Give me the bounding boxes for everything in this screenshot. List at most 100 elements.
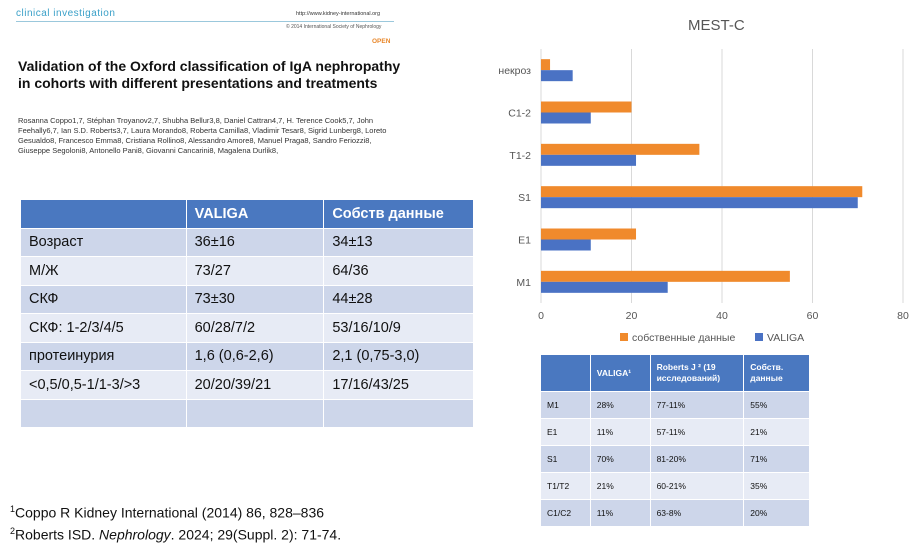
table-header-cell	[540, 354, 591, 392]
mest-c-bar-chart: 0 20 40 60 80 некроз C1-2 T1-2 S1 E1 M1 собственные…	[498, 49, 909, 344]
table-cell: 1,6 (0,6-2,6)	[185, 341, 325, 371]
bar-own-data	[541, 270, 790, 282]
table-cell: СКФ	[20, 284, 187, 314]
table-cell	[185, 398, 325, 428]
table-cell: 35%	[743, 472, 810, 500]
legend-label: собственные данные	[632, 332, 735, 344]
footnote-2: 2Roberts ISD. Nephrology. 2024; 29(Suppl…	[10, 526, 342, 543]
table-cell: 36±16	[185, 227, 325, 257]
table-cell: 2,1 (0,75-3,0)	[323, 341, 474, 371]
table-cell: 53/16/10/9	[323, 313, 474, 343]
table-row: М/Ж 73/27 64/36	[20, 256, 474, 286]
table-cell: C1/C2	[540, 499, 591, 527]
table-cell: 60/28/7/2	[185, 313, 325, 343]
table-row: S1 70% 81-20% 71%	[540, 445, 810, 473]
table-cell: 81-20%	[649, 445, 745, 473]
table-row: M1 28% 77-11% 55%	[540, 391, 810, 419]
table-cell	[323, 398, 474, 428]
table-cell: 71%	[743, 445, 810, 473]
table-cell: 63-8%	[649, 499, 745, 527]
table-row: протеинурия 1,6 (0,6-2,6) 2,1 (0,75-3,0)	[20, 341, 474, 371]
y-category-label: T1-2	[509, 150, 531, 162]
table-header-cell: Собств. данные	[743, 354, 810, 392]
bar-valiga	[541, 70, 573, 82]
table-cell: 21%	[743, 418, 810, 446]
legend-label: VALIGA	[767, 332, 804, 344]
table-cell: M1	[540, 391, 591, 419]
table-cell: 11%	[589, 418, 651, 446]
table-cell: S1	[540, 445, 591, 473]
table-cell: 44±28	[323, 284, 474, 314]
table-header-cell	[20, 199, 187, 229]
table-cell: протеинурия	[20, 341, 187, 371]
table-cell: 55%	[743, 391, 810, 419]
open-access-badge: OPEN	[372, 38, 391, 45]
table-cell: <0,5/0,5-1/1-3/>3	[20, 370, 187, 400]
y-category-label: C1-2	[508, 108, 531, 120]
table-cell: М/Ж	[20, 256, 187, 286]
table-cell: СКФ: 1-2/3/4/5	[20, 313, 187, 343]
table-row: E1 11% 57-11% 21%	[540, 418, 810, 446]
x-tick-label: 60	[807, 310, 819, 322]
table-row: СКФ: 1-2/3/4/5 60/28/7/2 53/16/10/9	[20, 313, 474, 343]
table-row: C1/C2 11% 63-8% 20%	[540, 499, 810, 527]
table-cell: 34±13	[323, 227, 474, 257]
x-tick-label: 40	[716, 310, 728, 322]
comparison-table: VALIGA Собств данные Возраст 36±16 34±13…	[20, 199, 474, 428]
table-header-cell: VALIGA¹	[589, 354, 651, 392]
x-tick-label: 20	[626, 310, 638, 322]
legend-swatch	[755, 333, 763, 341]
table-cell: 60-21%	[649, 472, 745, 500]
table-cell: 28%	[589, 391, 651, 419]
x-tick-label: 80	[897, 310, 909, 322]
table-cell: 11%	[589, 499, 651, 527]
table-cell: T1/T2	[540, 472, 591, 500]
table-cell: 70%	[589, 445, 651, 473]
footnote-1: 1Coppo R Kidney International (2014) 86,…	[10, 504, 325, 521]
bar-own-data	[541, 143, 700, 155]
y-category-label: S1	[518, 192, 531, 204]
bar-own-data	[541, 186, 863, 198]
table-row	[20, 398, 474, 428]
y-category-label: M1	[516, 277, 531, 289]
table-header-row: VALIGA¹ Roberts J ² (19 исследований) Со…	[540, 354, 810, 392]
bar-own-data	[541, 228, 637, 240]
table-cell: 73±30	[185, 284, 325, 314]
table-cell: 17/16/43/25	[323, 370, 474, 400]
table-cell: 77-11%	[649, 391, 745, 419]
chart-title: MEST-C	[688, 17, 745, 34]
bar-valiga	[541, 154, 637, 166]
table-cell: 57-11%	[649, 418, 745, 446]
article-authors: Rosanna Coppo1,7, Stéphan Troyanov2,7, S…	[18, 116, 387, 155]
journal-url: http://www.kidney-international.org	[296, 11, 381, 17]
table-cell: 64/36	[323, 256, 474, 286]
bar-valiga	[541, 112, 591, 124]
table-cell: 21%	[589, 472, 651, 500]
mest-c-table: VALIGA¹ Roberts J ² (19 исследований) Со…	[540, 354, 810, 527]
table-cell	[20, 398, 187, 428]
journal-section-label: clinical investigation	[16, 8, 116, 19]
y-category-label: некроз	[498, 65, 531, 77]
header-divider	[16, 21, 394, 22]
table-header-cell: VALIGA	[185, 199, 325, 229]
table-row: T1/T2 21% 60-21% 35%	[540, 472, 810, 500]
bar-own-data	[541, 101, 632, 113]
table-row: <0,5/0,5-1/1-3/>3 20/20/39/21 17/16/43/2…	[20, 370, 474, 400]
copyright-text: © 2014 International Society of Nephrolo…	[286, 24, 382, 30]
article-title: Validation of the Oxford classification …	[18, 58, 401, 91]
table-header-cell: Roberts J ² (19 исследований)	[649, 354, 745, 392]
x-tick-label: 0	[538, 310, 544, 322]
table-cell: 73/27	[185, 256, 325, 286]
bar-valiga	[541, 281, 668, 293]
table-cell: 20%	[743, 499, 810, 527]
table-row: Возраст 36±16 34±13	[20, 227, 474, 257]
bar-own-data	[541, 59, 551, 71]
y-category-label: E1	[518, 235, 531, 247]
table-header-row: VALIGA Собств данные	[20, 199, 474, 229]
bar-valiga	[541, 197, 858, 209]
table-cell: E1	[540, 418, 591, 446]
table-row: СКФ 73±30 44±28	[20, 284, 474, 314]
legend-swatch	[620, 333, 628, 341]
table-cell: Возраст	[20, 227, 187, 257]
table-header-cell: Собств данные	[323, 199, 474, 229]
